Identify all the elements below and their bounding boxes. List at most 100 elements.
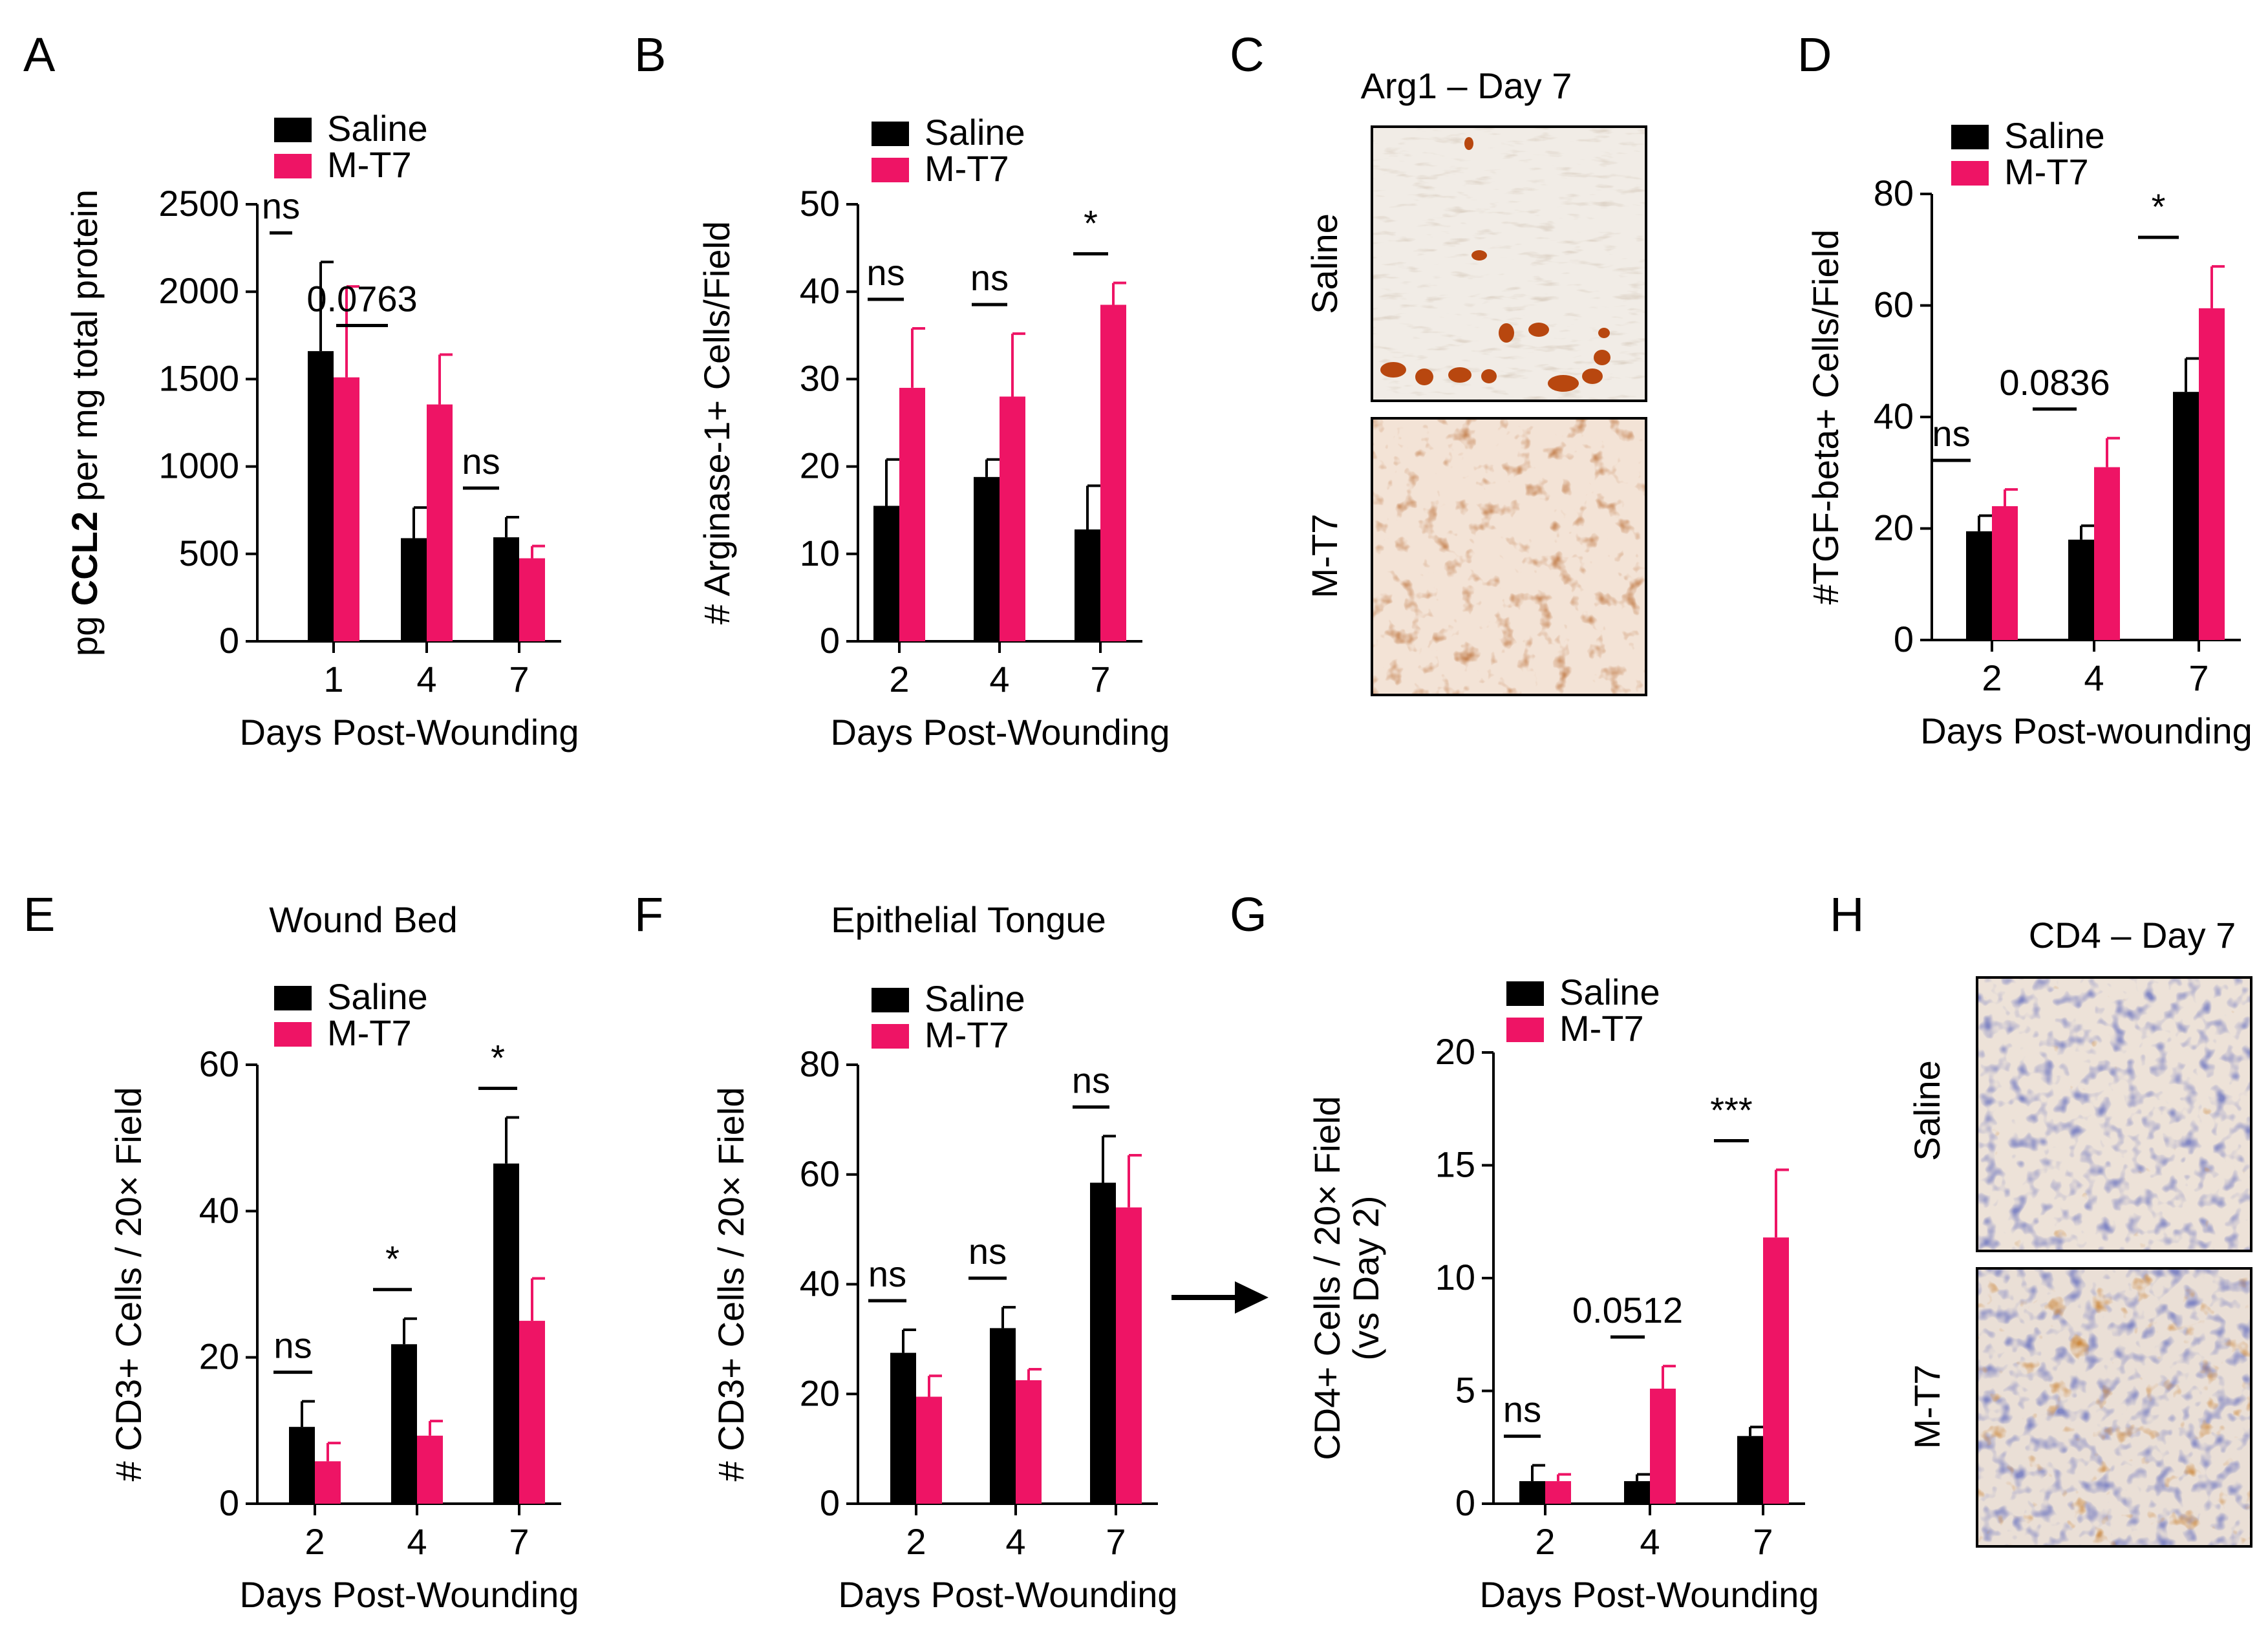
bar-saline-day-2 bbox=[1966, 531, 1992, 640]
legend-label-mt7: M-T7 bbox=[1559, 1008, 1644, 1049]
x-tick-label: 4 bbox=[1640, 1521, 1660, 1562]
legend-swatch-saline bbox=[872, 988, 909, 1012]
panel-letter-c: C bbox=[1230, 28, 1264, 81]
bar-m-t7-day-2 bbox=[916, 1396, 942, 1504]
bar-saline-day-7 bbox=[2173, 392, 2199, 640]
panel-h: H CD4 – Day 7 Saline M-T7 bbox=[1830, 888, 2252, 1548]
bar-m-t7-day-4 bbox=[427, 404, 453, 641]
y-tick-label: 20 bbox=[1435, 1031, 1475, 1072]
y-axis-label: CD4+ Cells / 20× Field bbox=[1307, 1096, 1347, 1460]
bar-saline-day-2 bbox=[873, 506, 899, 641]
micrograph-cd4-saline bbox=[1976, 976, 2252, 1252]
y-tick-label: 20 bbox=[1874, 507, 1914, 548]
panel-letter-a: A bbox=[23, 28, 56, 81]
bar-saline-day-4 bbox=[974, 476, 1000, 641]
bar-m-t7-day-2 bbox=[1545, 1481, 1571, 1504]
y-tick-label: 2000 bbox=[158, 270, 239, 311]
bar-saline-day-7 bbox=[1090, 1182, 1116, 1504]
bar-saline-day-7 bbox=[493, 537, 519, 641]
y-tick-label: 20 bbox=[800, 445, 840, 486]
significance-label: 0.0763 bbox=[306, 279, 417, 319]
bar-m-t7-day-2 bbox=[1992, 506, 2018, 640]
bar-m-t7-day-4 bbox=[1000, 396, 1025, 641]
x-axis-label: Days Post-Wounding bbox=[831, 712, 1170, 752]
bar-saline-day-7 bbox=[1075, 529, 1100, 641]
chart-panel-a: A 0 500 1000 1500 2000 2500 1 ns 4 0.0763 7 ns Days P… bbox=[23, 28, 579, 752]
significance-label: ns bbox=[262, 186, 300, 226]
y-axis-label-part: pg bbox=[64, 606, 105, 656]
x-tick-label: 2 bbox=[906, 1521, 926, 1562]
y-tick-label: 0 bbox=[1455, 1482, 1475, 1523]
chart-panel-g: G 0 5 10 15 20 2 ns 4 0.0512 7 *** Days Post-Woundin… bbox=[1230, 888, 1819, 1615]
legend-label-mt7: M-T7 bbox=[327, 1012, 412, 1053]
bar-saline-day-7 bbox=[493, 1163, 519, 1504]
legend-label-mt7: M-T7 bbox=[327, 144, 412, 185]
panel-c-title: Arg1 – Day 7 bbox=[1361, 65, 1572, 106]
y-axis-label-part: per mg total protein bbox=[64, 189, 105, 511]
y-tick-label: 60 bbox=[800, 1153, 840, 1194]
row-label-mt7-c: M-T7 bbox=[1304, 514, 1345, 599]
significance-label: * bbox=[1084, 203, 1098, 244]
y-tick-label: 80 bbox=[800, 1043, 840, 1084]
x-axis-label: Days Post-wounding bbox=[1920, 710, 2252, 751]
micrograph-cd4-mt7 bbox=[1976, 1267, 2252, 1548]
y-tick-label: 40 bbox=[800, 1263, 840, 1304]
y-axis-label: # CD3+ Cells / 20× Field bbox=[711, 1087, 751, 1481]
significance-label: ns bbox=[273, 1325, 312, 1366]
bar-m-t7-day-4 bbox=[417, 1435, 443, 1504]
bar-m-t7-day-7 bbox=[1763, 1237, 1789, 1504]
x-tick-label: 7 bbox=[509, 1521, 529, 1562]
x-tick-label: 2 bbox=[305, 1521, 325, 1562]
bar-saline-day-4 bbox=[990, 1328, 1016, 1504]
significance-label: ns bbox=[462, 441, 500, 482]
panel-letter-d: D bbox=[1797, 28, 1832, 81]
micrograph-arg1-saline bbox=[1371, 125, 1647, 402]
legend-label-saline: Saline bbox=[925, 112, 1025, 153]
legend-swatch-saline bbox=[274, 118, 312, 142]
y-axis-label: (vs Day 2) bbox=[1345, 1195, 1386, 1360]
y-tick-label: 15 bbox=[1435, 1144, 1475, 1185]
x-tick-label: 1 bbox=[323, 659, 343, 699]
x-tick-label: 4 bbox=[1005, 1521, 1025, 1562]
legend-label-saline: Saline bbox=[2004, 115, 2105, 156]
row-label-mt7-h: M-T7 bbox=[1907, 1365, 1947, 1449]
significance-label: ns bbox=[970, 257, 1009, 298]
significance-label: 0.0512 bbox=[1572, 1290, 1683, 1330]
x-tick-label: 4 bbox=[2084, 657, 2104, 698]
x-tick-label: 7 bbox=[1753, 1521, 1773, 1562]
y-tick-label: 60 bbox=[1874, 284, 1914, 325]
bar-m-t7-day-4 bbox=[1650, 1389, 1676, 1504]
x-tick-label: 2 bbox=[1982, 657, 2002, 698]
y-tick-label: 0 bbox=[219, 620, 239, 661]
significance-label: *** bbox=[1710, 1089, 1752, 1130]
significance-label: ns bbox=[968, 1231, 1007, 1272]
chart-panel-e: E Wound Bed 0 20 40 60 2 ns 4 * 7 * Days Post-Woundi… bbox=[23, 888, 579, 1615]
legend-label-saline: Saline bbox=[1559, 972, 1660, 1012]
panel-letter-f: F bbox=[634, 888, 663, 941]
y-tick-label: 80 bbox=[1874, 173, 1914, 213]
bar-m-t7-day-2 bbox=[315, 1461, 341, 1504]
y-tick-label: 500 bbox=[179, 533, 239, 573]
y-tick-label: 1000 bbox=[158, 445, 239, 486]
legend-label-saline: Saline bbox=[925, 978, 1025, 1019]
significance-label: * bbox=[2152, 186, 2166, 227]
legend-swatch-mt7 bbox=[1506, 1018, 1544, 1042]
chart-panel-b: B 0 10 20 30 40 50 2 ns 4 ns 7 * Days Post-Wounding # … bbox=[634, 28, 1170, 752]
y-tick-label: 50 bbox=[800, 183, 840, 224]
chart-title: Wound Bed bbox=[269, 899, 458, 940]
y-tick-label: 10 bbox=[800, 533, 840, 573]
legend-swatch-mt7 bbox=[274, 154, 312, 178]
legend-swatch-saline bbox=[274, 986, 312, 1010]
row-label-saline-h: Saline bbox=[1907, 1060, 1947, 1161]
bar-saline-day-1 bbox=[308, 351, 334, 641]
micrograph-arg1-mt7 bbox=[1371, 417, 1647, 696]
significance-label: ns bbox=[1072, 1060, 1110, 1100]
x-tick-label: 7 bbox=[2188, 657, 2209, 698]
bar-m-t7-day-7 bbox=[519, 1321, 545, 1504]
y-axis-label: # Arginase-1+ Cells/Field bbox=[696, 221, 737, 624]
bar-m-t7-day-7 bbox=[1116, 1207, 1142, 1504]
y-tick-label: 0 bbox=[820, 1482, 840, 1523]
panel-c: C Arg1 – Day 7 bbox=[1230, 28, 1647, 696]
